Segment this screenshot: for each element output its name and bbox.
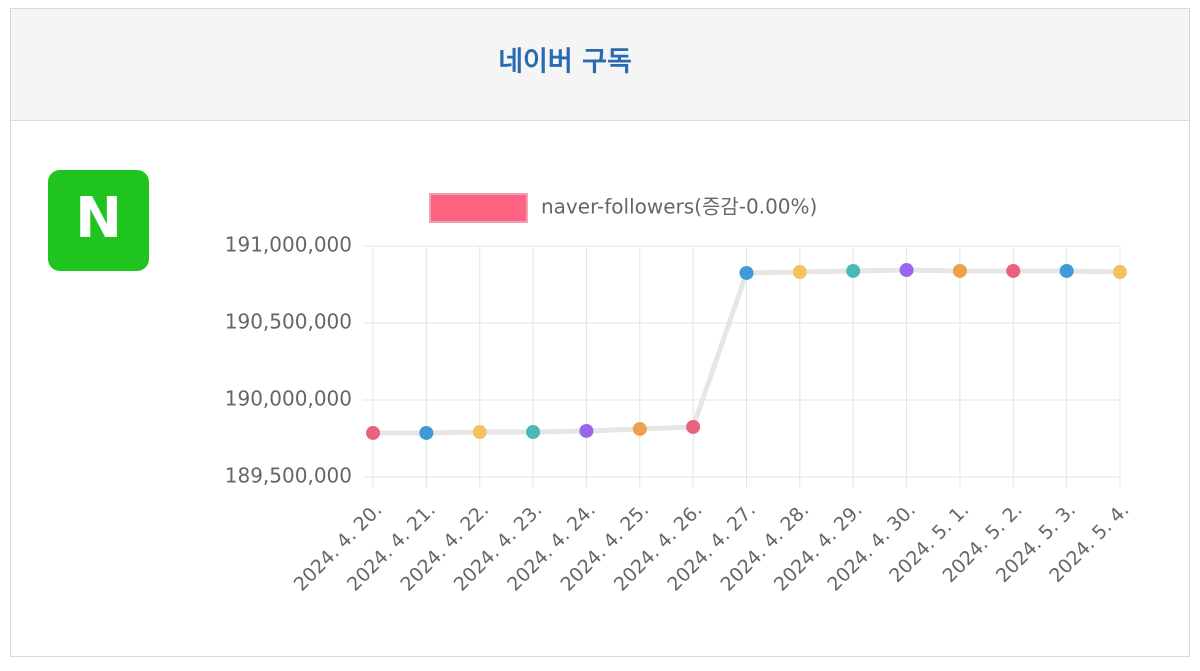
data-point xyxy=(1113,265,1127,280)
data-point xyxy=(739,265,754,280)
data-point xyxy=(579,423,594,438)
y-tick-label: 189,500,000 xyxy=(225,464,352,488)
data-point xyxy=(952,263,967,278)
data-point xyxy=(846,263,861,278)
data-point xyxy=(419,425,434,440)
card-header xyxy=(11,9,1189,120)
data-point xyxy=(472,425,487,440)
data-point xyxy=(1059,263,1074,278)
naver-icon xyxy=(48,170,149,271)
y-tick-label: 190,000,000 xyxy=(225,387,352,411)
card-title: 네이버 구독 xyxy=(498,47,632,78)
data-point xyxy=(526,425,541,440)
data-point xyxy=(686,419,701,434)
data-point xyxy=(792,265,807,280)
legend-swatch xyxy=(429,193,528,223)
legend-label: naver-followers(증감-0.00%) xyxy=(541,195,817,219)
data-point xyxy=(1006,263,1021,278)
data-point xyxy=(366,425,380,440)
data-point xyxy=(899,263,914,278)
y-tick-label: 190,500,000 xyxy=(225,310,352,334)
data-point xyxy=(632,421,647,436)
y-tick-label: 191,000,000 xyxy=(225,233,352,257)
naver-icon-label: N xyxy=(75,186,122,251)
